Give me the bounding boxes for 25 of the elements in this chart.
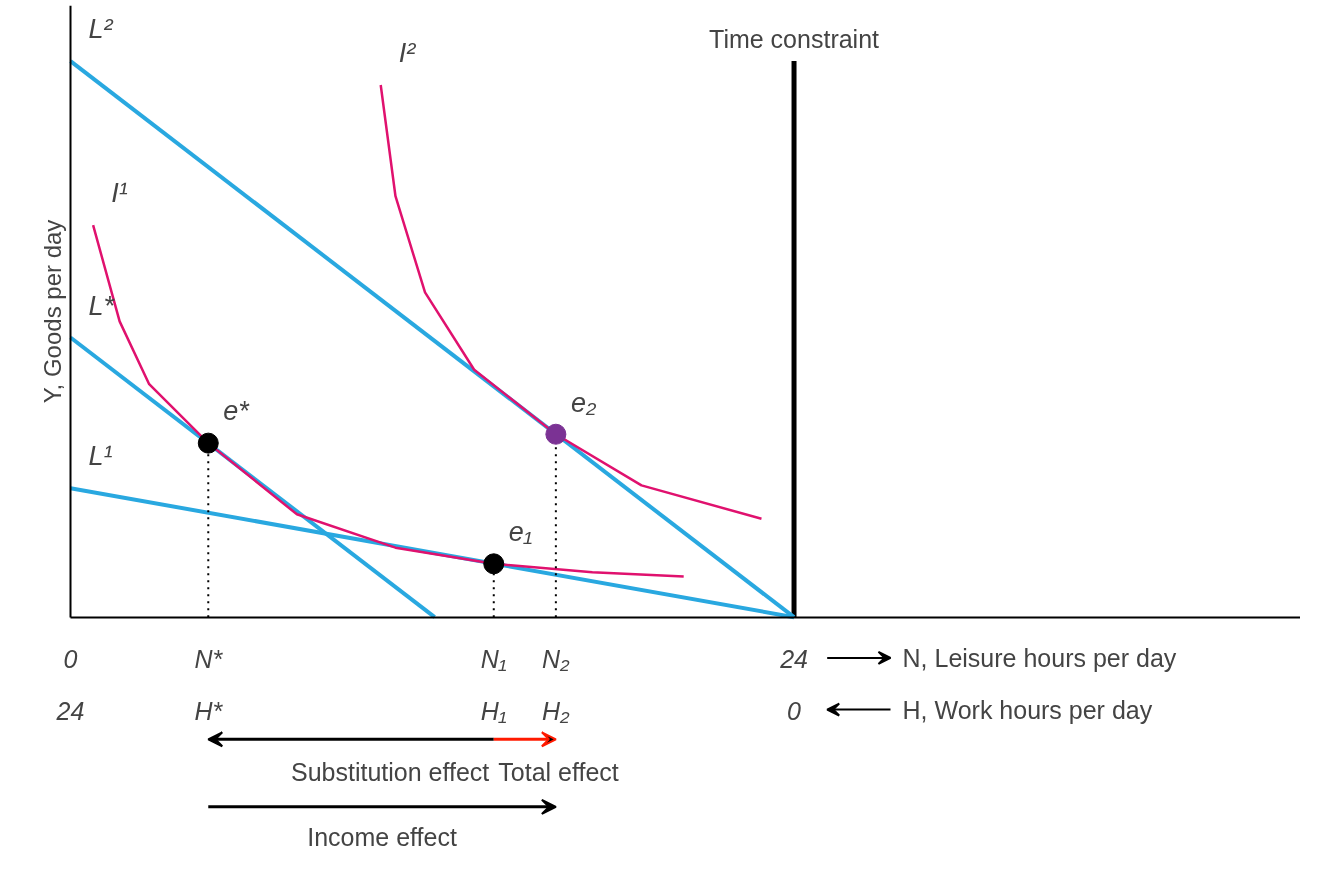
series-label: L¹	[88, 441, 113, 472]
x2-tick-label: 0	[787, 697, 802, 726]
series-label: I²	[398, 38, 417, 69]
series-label: L²	[88, 14, 114, 45]
x2-tick-label: H₂	[542, 697, 571, 726]
x2-tick-label: H*	[194, 697, 224, 726]
x-tick-label: N₂	[542, 645, 571, 674]
x2-tick-label: H₁	[480, 697, 507, 726]
x2-tick-label: 24	[55, 697, 85, 726]
x-tick-label: 0	[63, 645, 78, 674]
x-tick-label: N*	[194, 645, 224, 674]
ref-line-label: Time constraint	[709, 25, 880, 54]
series-label: e₂	[570, 387, 597, 418]
series-label: e₁	[508, 517, 533, 548]
text: Income effect	[307, 822, 457, 851]
x2-axis-title: H, Work hours per day	[902, 695, 1153, 724]
series-label: I¹	[111, 178, 128, 209]
series-label: L*	[88, 290, 116, 321]
x-axis-title: N, Leisure hours per day	[902, 643, 1177, 672]
series-label: e*	[223, 396, 251, 427]
x-tick-label: N₁	[480, 645, 507, 674]
x-tick-label: 24	[779, 645, 808, 674]
text: Total effect	[498, 758, 619, 787]
text: Substitution effect	[290, 758, 490, 787]
y-axis-title: Y, Goods per day	[38, 219, 66, 404]
